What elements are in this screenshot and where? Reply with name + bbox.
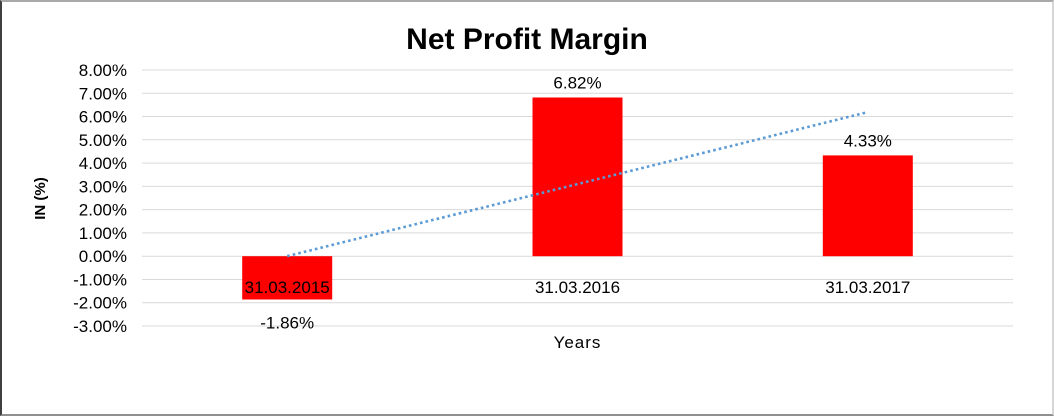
bar-31.03.2015 bbox=[242, 256, 333, 300]
y-tick-label: 7.00% bbox=[79, 84, 127, 103]
x-axis-title: Years bbox=[553, 333, 602, 352]
y-tick-label: 8.00% bbox=[79, 61, 127, 80]
y-tick-label: 3.00% bbox=[79, 177, 127, 196]
data-label: 4.33% bbox=[844, 131, 892, 150]
bar-31.03.2017 bbox=[822, 155, 913, 257]
bar-31.03.2016 bbox=[532, 97, 623, 257]
x-category-label: 31.03.2015 bbox=[245, 278, 330, 297]
y-tick-label: -2.00% bbox=[73, 294, 127, 313]
y-tick-label: 2.00% bbox=[79, 201, 127, 220]
y-tick-label: 0.00% bbox=[79, 247, 127, 266]
x-category-label: 31.03.2016 bbox=[535, 278, 620, 297]
linear-trendline bbox=[286, 110, 869, 258]
y-tick-label: -1.00% bbox=[73, 271, 127, 290]
chart-title: Net Profit Margin bbox=[406, 23, 648, 56]
data-label: -1.86% bbox=[260, 314, 314, 333]
y-tick-label: 5.00% bbox=[79, 131, 127, 150]
y-tick-label: 1.00% bbox=[79, 224, 127, 243]
data-label: 6.82% bbox=[553, 74, 601, 93]
y-tick-label: 4.00% bbox=[79, 154, 127, 173]
y-tick-label: 6.00% bbox=[79, 108, 127, 127]
x-category-label: 31.03.2017 bbox=[825, 278, 910, 297]
y-tick-label: -3.00% bbox=[73, 317, 127, 336]
